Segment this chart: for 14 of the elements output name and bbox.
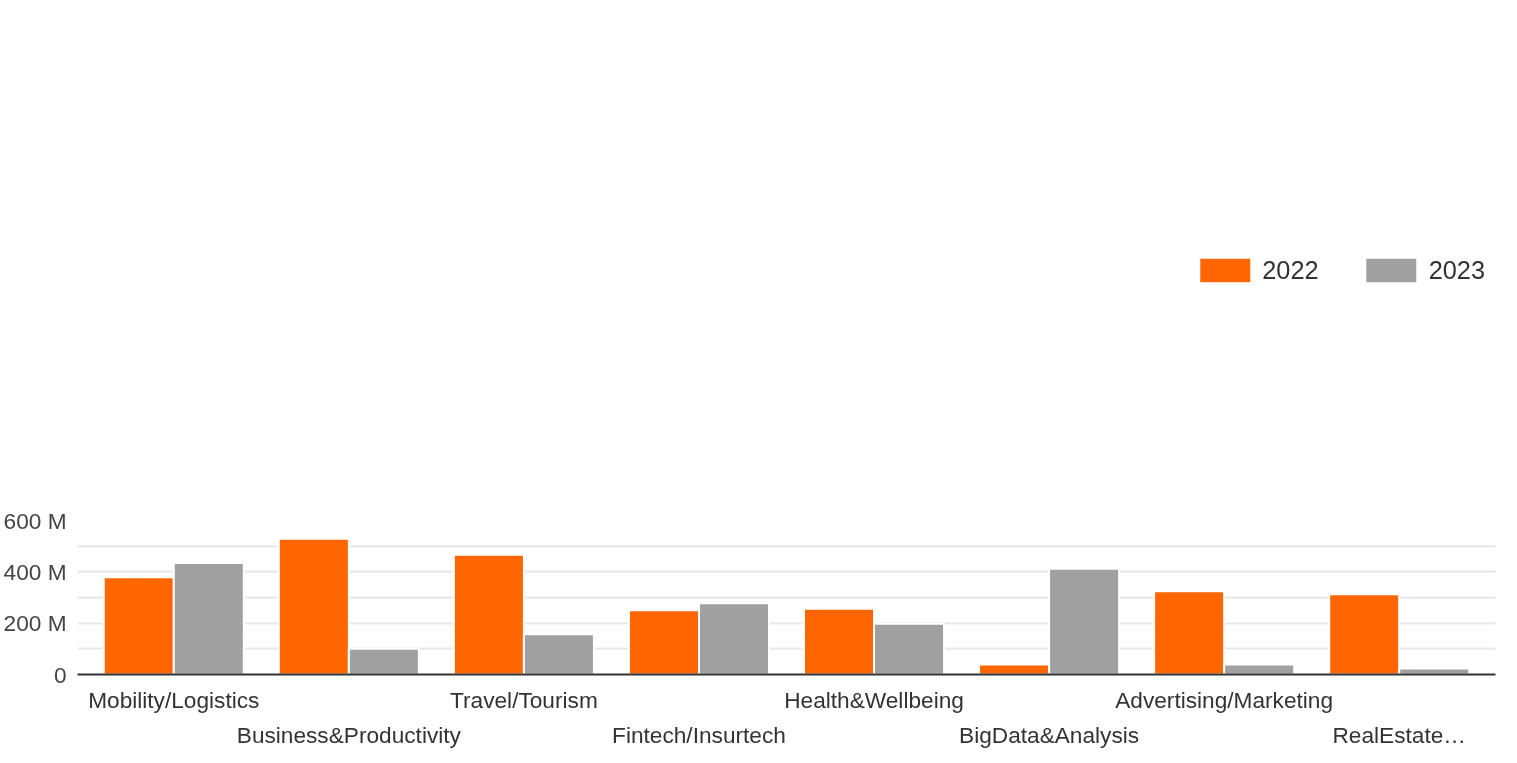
legend-label: 2022 <box>1262 255 1319 285</box>
y-tick-label: 200 M <box>3 610 67 637</box>
y-tick-label: 400 M <box>3 558 67 585</box>
legend-label: 2023 <box>1428 255 1485 285</box>
y-tick-label: 600 M <box>3 507 67 534</box>
x-tick-label: Business&Productivity <box>236 721 462 748</box>
x-tick-label: Mobility/Logistics <box>88 686 260 713</box>
x-tick-label: Advertising/Marketing <box>1115 686 1334 713</box>
y-tick-label: 0 <box>53 661 67 688</box>
x-tick-label: Fintech/Insurtech <box>612 721 786 748</box>
x-tick-label: Health&Wellbeing <box>784 686 964 713</box>
x-tick-label: BigData&Analysis <box>959 721 1140 748</box>
x-tick-label: Travel/Tourism <box>450 686 598 713</box>
x-tick-label: RealEstate… <box>1332 721 1466 748</box>
